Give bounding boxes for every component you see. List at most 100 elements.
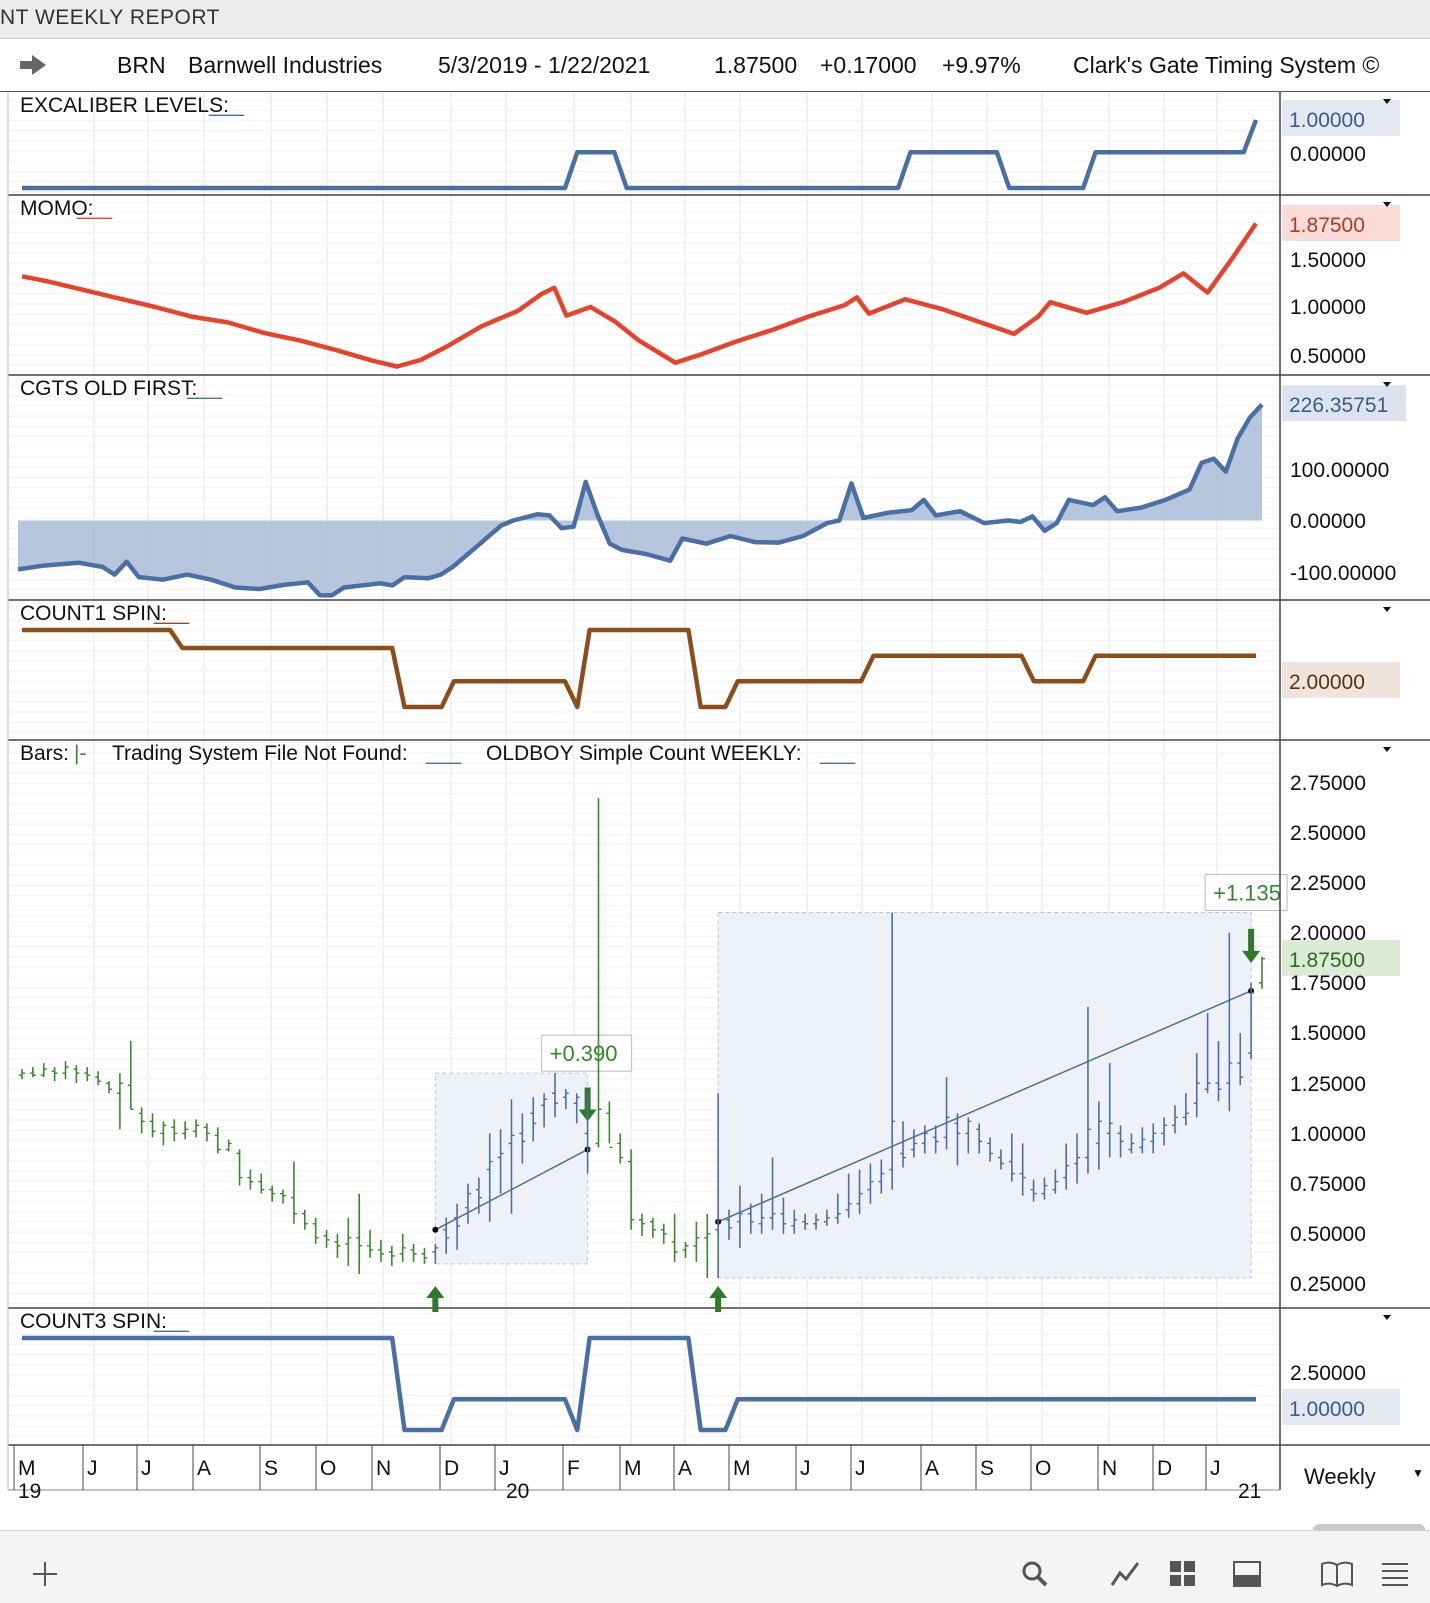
year-label: 20 bbox=[506, 1480, 529, 1503]
month-label: M bbox=[733, 1457, 751, 1480]
chevron-down-icon bbox=[1383, 382, 1391, 387]
month-label: F bbox=[567, 1457, 580, 1480]
legend-label: OLDBOY Simple Count WEEKLY: bbox=[486, 742, 802, 765]
symbol-ticker: BRN bbox=[117, 52, 166, 78]
month-label: J bbox=[141, 1457, 152, 1480]
panel-title: CGTS OLD FIRST: bbox=[20, 377, 197, 400]
series-line bbox=[22, 1335, 1256, 1433]
add-icon[interactable] bbox=[30, 1559, 60, 1589]
book-icon[interactable] bbox=[1320, 1559, 1354, 1589]
value-badge bbox=[1282, 385, 1406, 421]
chevron-down-icon bbox=[1383, 99, 1391, 104]
buy-arrow-icon bbox=[426, 1286, 445, 1312]
month-label: A bbox=[197, 1457, 211, 1480]
price-bars bbox=[19, 798, 1265, 1278]
arrow-right-icon[interactable] bbox=[18, 53, 48, 77]
trade-box bbox=[717, 912, 1252, 1279]
month-label: N bbox=[376, 1457, 391, 1480]
panel-4 bbox=[8, 607, 1430, 741]
axis-tick-label: 2.00000 bbox=[1290, 922, 1366, 945]
chevron-down-icon bbox=[1383, 607, 1391, 612]
chevron-down-icon bbox=[1383, 1315, 1391, 1320]
panel-title: COUNT1 SPIN: bbox=[20, 602, 167, 625]
panel-title: MOMO: bbox=[20, 197, 94, 220]
system-name: Clark's Gate Timing System © bbox=[1073, 52, 1380, 78]
series-line bbox=[17, 403, 1264, 598]
axis-tick-label: 0.50000 bbox=[1290, 1223, 1366, 1246]
grid-icon[interactable] bbox=[1168, 1559, 1198, 1589]
axis-tick-label: 0.50000 bbox=[1290, 345, 1366, 368]
axis-tick-label: 0.00000 bbox=[1290, 143, 1366, 166]
legend-swatch: ___ bbox=[425, 742, 461, 765]
axis-tick-label: -100.00000 bbox=[1290, 562, 1396, 585]
panel-1 bbox=[8, 99, 1430, 196]
month-label: A bbox=[925, 1457, 939, 1480]
series-line bbox=[21, 222, 1258, 369]
year-label: 21 bbox=[1238, 1480, 1261, 1503]
period-select[interactable]: Weekly bbox=[1304, 1464, 1376, 1489]
chevron-down-icon bbox=[1383, 747, 1391, 752]
month-label: M bbox=[624, 1457, 642, 1480]
sell-arrow-icon bbox=[1242, 928, 1261, 963]
x-axis bbox=[8, 1445, 1280, 1491]
search-icon[interactable] bbox=[1020, 1559, 1050, 1589]
date-range: 5/3/2019 - 1/22/2021 bbox=[438, 52, 651, 78]
month-label: O bbox=[1035, 1457, 1051, 1480]
trade-2 bbox=[709, 874, 1288, 1312]
buy-arrow-icon bbox=[709, 1286, 728, 1312]
area-fill bbox=[18, 404, 1262, 596]
value-badge-label: 226.35751 bbox=[1289, 394, 1388, 417]
chevron-down-icon bbox=[1383, 202, 1391, 207]
axis-tick-label: 2.50000 bbox=[1290, 1362, 1366, 1385]
axis-tick-label: 0.25000 bbox=[1290, 1273, 1366, 1296]
year-label: 19 bbox=[18, 1480, 41, 1503]
trade-1 bbox=[426, 1034, 633, 1312]
value-badge bbox=[1282, 940, 1400, 976]
month-label: J bbox=[87, 1457, 98, 1480]
month-label: J bbox=[800, 1457, 811, 1480]
axis-tick-label: 1.00000 bbox=[1290, 1123, 1366, 1146]
list-icon[interactable] bbox=[1380, 1559, 1410, 1589]
legend-label: Bars: bbox=[20, 742, 69, 765]
value-badge-label: 1.87500 bbox=[1289, 949, 1365, 972]
value-badge-label: 2.00000 bbox=[1289, 671, 1365, 694]
chevron-down-icon[interactable]: ▼ bbox=[1412, 1466, 1424, 1480]
value-badge-label: 1.87500 bbox=[1289, 214, 1365, 237]
axis-tick-label: 100.00000 bbox=[1290, 459, 1389, 482]
panel-6 bbox=[8, 1315, 1430, 1446]
axis-tick-label: 2.50000 bbox=[1290, 822, 1366, 845]
month-label: S bbox=[980, 1457, 994, 1480]
legend-swatch: |- bbox=[74, 742, 86, 765]
series-line bbox=[22, 119, 1259, 191]
month-label: O bbox=[320, 1457, 336, 1480]
last-price: 1.87500 bbox=[714, 52, 798, 78]
symbol-header: BRN Barnwell Industries 5/3/2019 - 1/22/… bbox=[0, 39, 1430, 92]
axis-tick-label: 1.25000 bbox=[1290, 1073, 1366, 1096]
legend-swatch: ___ bbox=[153, 602, 189, 625]
month-label: N bbox=[1102, 1457, 1117, 1480]
axis-tick-label: 1.00000 bbox=[1290, 296, 1366, 319]
legend-swatch: ___ bbox=[208, 94, 244, 117]
panel-title: EXCALIBER LEVELS: bbox=[20, 94, 229, 117]
axis-tick-label: 1.50000 bbox=[1290, 249, 1366, 272]
trade-line bbox=[717, 990, 1252, 1223]
trade-result-label: +0.390 bbox=[550, 1041, 618, 1066]
value-badge bbox=[1282, 662, 1400, 698]
trade-result-box bbox=[541, 1034, 633, 1072]
series-line bbox=[22, 627, 1256, 710]
axis-tick-label: 2.75000 bbox=[1290, 772, 1366, 795]
panel-title: COUNT3 SPIN: bbox=[20, 1310, 167, 1333]
panel-5 bbox=[8, 747, 1430, 1312]
month-label: J bbox=[1210, 1457, 1221, 1480]
window-title: NT WEEKLY REPORT bbox=[0, 6, 220, 29]
axis-tick-label: 1.50000 bbox=[1290, 1022, 1366, 1045]
line-chart-icon[interactable] bbox=[1110, 1559, 1140, 1589]
legend-swatch: ___ bbox=[76, 197, 112, 220]
legend-swatch: ___ bbox=[819, 742, 855, 765]
month-label: J bbox=[499, 1457, 510, 1480]
legend-swatch: ___ bbox=[153, 1310, 189, 1333]
panel-icon[interactable] bbox=[1232, 1559, 1262, 1589]
legend-label: Trading System File Not Found: bbox=[112, 742, 408, 765]
trade-result-label: +1.135 bbox=[1213, 881, 1281, 906]
